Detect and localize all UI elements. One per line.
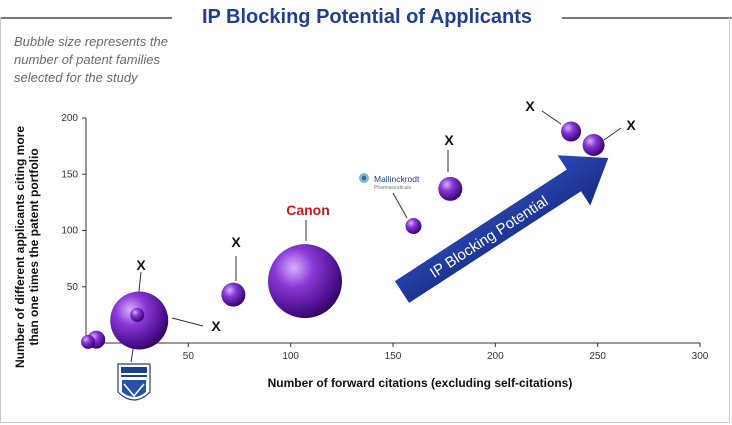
connector-line (541, 110, 562, 125)
x-tick-label: 150 (385, 351, 402, 362)
y-tick-label: 50 (67, 282, 79, 293)
title-rule-left (0, 17, 172, 19)
bubble (438, 176, 463, 201)
bubble (561, 121, 582, 142)
x-marker: X (525, 98, 535, 114)
x-axis-label: Number of forward citations (excluding s… (267, 376, 573, 390)
x-marker: X (231, 234, 241, 250)
university-crest-logo (117, 363, 151, 401)
annotation-connectors (130, 110, 622, 363)
canon-logo-text: Canon (286, 202, 330, 218)
x-marker: X (626, 117, 636, 133)
x-marker: X (211, 318, 221, 334)
connector-line (392, 192, 408, 219)
bubble (405, 218, 422, 234)
x-tick-label: 250 (589, 351, 606, 362)
axes (85, 118, 700, 344)
mallinckrodt-name: Mallinckrodt (374, 174, 420, 184)
mallinckrodt-logo: Mallinckrodt Pharmaceuticals (359, 173, 420, 191)
bubble (267, 244, 342, 319)
x-marker: X (444, 132, 454, 148)
x-tick-label: 300 (692, 351, 709, 362)
y-tick-label: 100 (61, 226, 78, 237)
x-marker: X (136, 257, 146, 273)
ticks: 50 100 150 200 250 300 50 100 150 200 (61, 113, 708, 362)
bubble (582, 134, 605, 156)
canon-logo: Canon (286, 202, 330, 218)
x-tick-label: 50 (183, 351, 195, 362)
ip-blocking-arrow: IP Blocking Potential (394, 155, 609, 303)
x-tick-label: 200 (487, 351, 504, 362)
annotations: X X X X X X (136, 98, 636, 334)
bubbles (81, 121, 605, 350)
arrow-shape (394, 155, 609, 303)
connector-line (603, 127, 622, 141)
arrow-label: IP Blocking Potential (427, 193, 551, 282)
title-rule-right (562, 17, 732, 19)
bubble (130, 307, 145, 322)
bubble (221, 282, 246, 307)
slide-frame (0, 17, 730, 423)
x-tick-label: 100 (282, 351, 299, 362)
connector-line (171, 317, 204, 327)
mallinckrodt-subtitle: Pharmaceuticals (374, 185, 411, 191)
chart-title: IP Blocking Potential of Applicants (201, 6, 533, 28)
bubble (81, 334, 96, 349)
y-tick-label: 150 (61, 169, 78, 180)
y-tick-label: 200 (61, 113, 78, 124)
bubble-size-note: Bubble size represents the number of pat… (14, 34, 168, 85)
